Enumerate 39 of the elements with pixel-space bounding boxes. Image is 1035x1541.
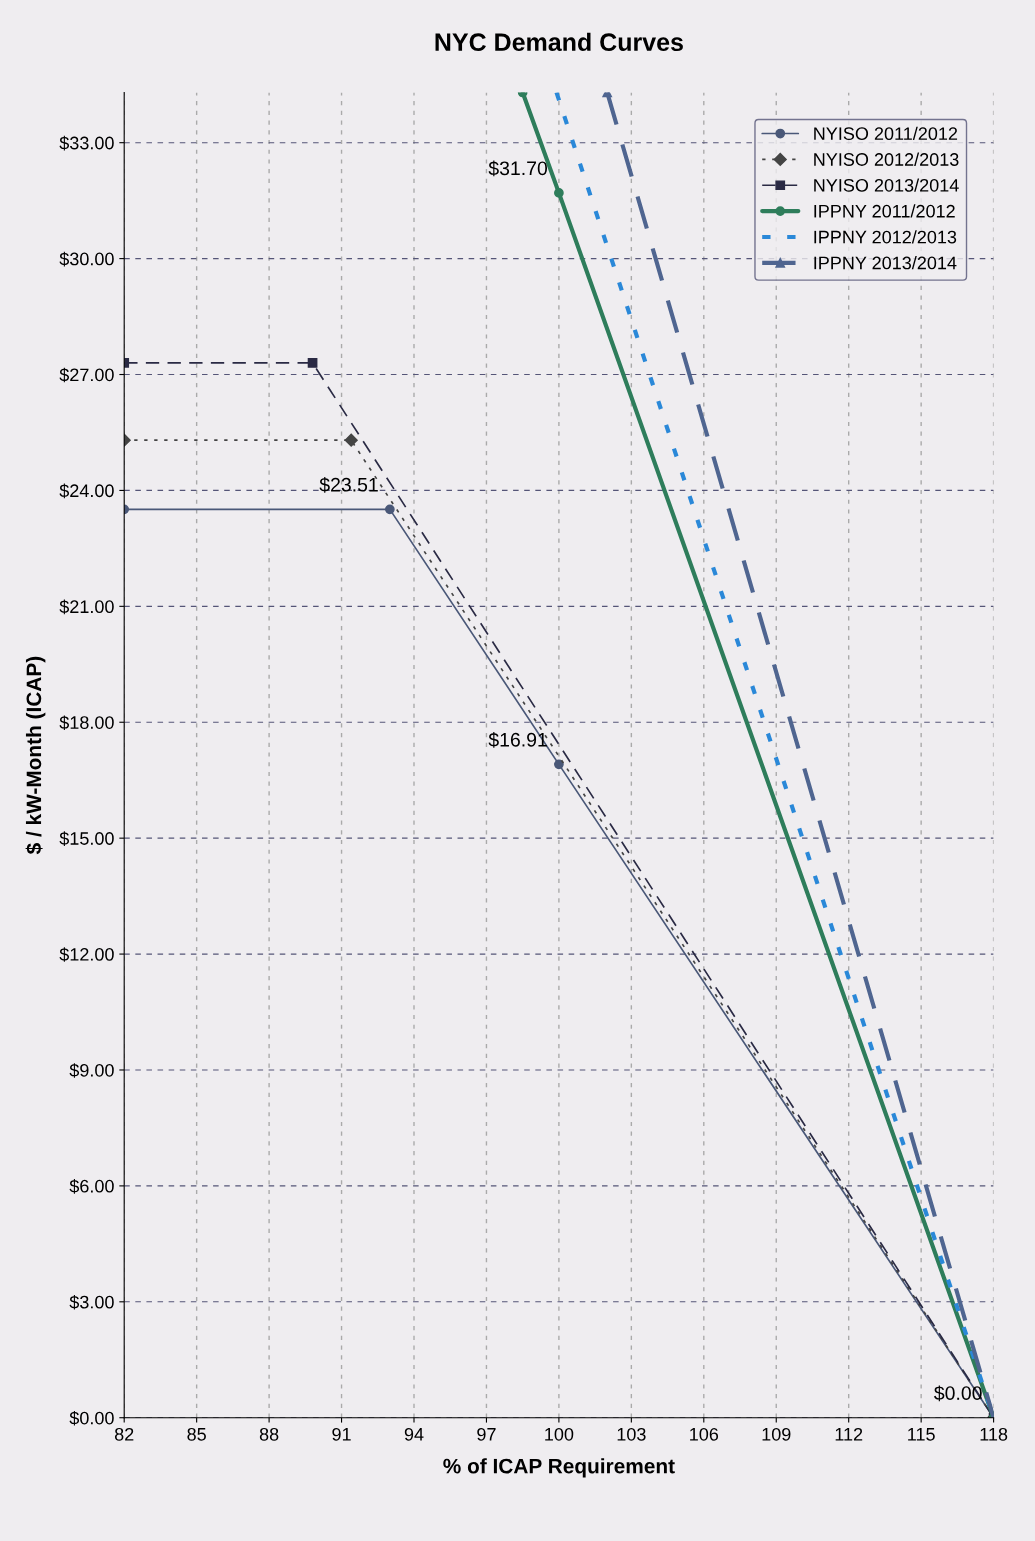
legend-label: NYISO 2011/2012 [814,126,958,141]
x-tick-label: 106 [690,1427,719,1441]
chart-title: NYC Demand Curves [435,32,683,52]
x-tick-label: 91 [332,1427,351,1441]
y-tick-label: $12.00 [59,947,114,962]
x-tick-label: 109 [762,1427,791,1441]
x-tick-label: 82 [114,1427,134,1441]
y-axis-title: $ / kW-Month (ICAP) [25,656,46,855]
y-tick-label: $6.00 [69,1179,114,1194]
x-tick-label: 97 [477,1427,496,1441]
legend-label: IPPNY 2012/2013 [814,230,957,244]
y-tick-label: $33.00 [59,135,114,151]
point [554,759,564,770]
y-tick-label: $27.00 [59,367,114,383]
x-tick-label: 88 [259,1427,279,1441]
y-tick-label: $30.00 [59,251,114,267]
y-tick-label: $15.00 [59,831,114,846]
x-tick-label: 115 [908,1428,935,1441]
x-tick-label: 85 [187,1427,206,1441]
point [554,188,564,198]
y-tick-label: $21.00 [59,599,114,615]
x-tick-label: 100 [545,1427,574,1441]
x-tick-label: 94 [404,1427,424,1441]
y-tick-label: $9.00 [69,1063,114,1078]
annotation: $23.51 [319,477,378,493]
x-tick-label: 118 [980,1427,1008,1441]
x-tick-label: 103 [617,1427,646,1441]
y-tick-label: $3.00 [69,1294,114,1310]
legend-label: IPPNY 2013/2014 [814,256,957,270]
point [384,504,395,515]
y-tick-label: $0.00 [69,1410,114,1426]
annotation: $31.70 [488,160,548,177]
legend-label: NYISO 2013/2014 [814,178,959,192]
legend-label: NYISO 2012/2013 [814,152,959,166]
legend-label: IPPNY 2011/2012 [814,204,955,218]
x-tick-label: 112 [835,1427,863,1441]
x-axis-title: % of ICAP Requirement [443,1458,675,1478]
y-tick-label: $18.00 [59,715,114,731]
y-tick-label: $24.00 [59,483,114,499]
